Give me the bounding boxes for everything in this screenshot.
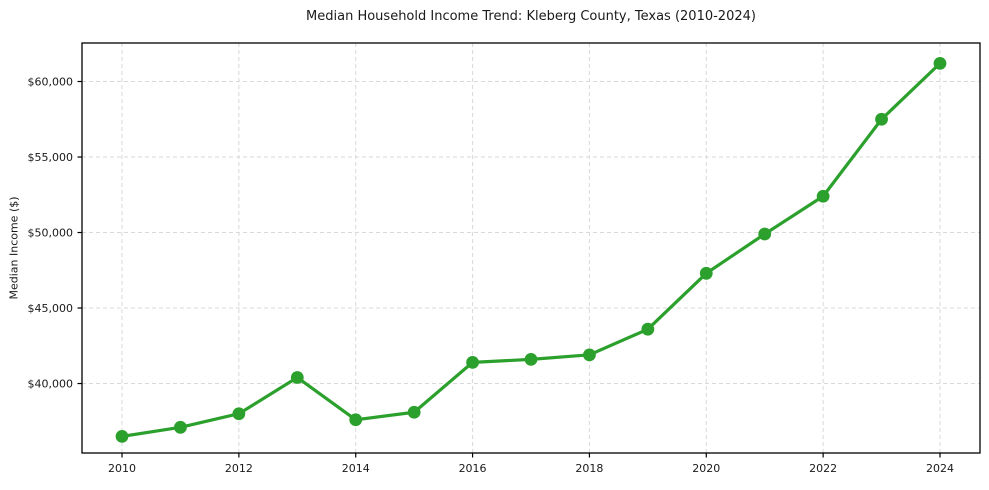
x-tick-label: 2016 <box>459 462 487 475</box>
data-point-2024 <box>933 56 947 70</box>
data-point-2019 <box>641 322 655 336</box>
series-line <box>120 61 942 438</box>
y-tick-label: $45,000 <box>28 302 74 315</box>
chart-title: Median Household Income Trend: Kleberg C… <box>306 9 756 24</box>
x-tick-label: 2018 <box>575 462 603 475</box>
x-tick-label: 2024 <box>926 462 954 475</box>
x-tick-label: 2012 <box>225 462 253 475</box>
data-point-2017 <box>524 352 538 366</box>
y-tick-label: $55,000 <box>28 151 74 164</box>
x-tick-label: 2010 <box>108 462 136 475</box>
data-point-2022 <box>816 189 830 203</box>
data-point-2010 <box>115 429 129 443</box>
x-tick-label: 2014 <box>342 462 370 475</box>
plot-frame <box>81 42 981 454</box>
data-point-2021 <box>758 227 772 241</box>
y-tick-label: $40,000 <box>28 378 74 391</box>
y-tick-label: $60,000 <box>28 76 74 89</box>
data-point-2016 <box>466 355 479 369</box>
y-tick-label: $50,000 <box>28 227 74 240</box>
data-point-2013 <box>290 371 304 384</box>
data-point-2015 <box>407 405 421 419</box>
data-point-2020 <box>699 266 713 280</box>
data-point-2023 <box>875 112 888 126</box>
data-point-2014 <box>349 413 363 427</box>
data-point-2018 <box>583 348 596 362</box>
data-point-2012 <box>232 407 246 421</box>
x-tick-label: 2022 <box>809 462 837 475</box>
data-point-2011 <box>174 420 187 434</box>
x-tick-label: 2020 <box>692 462 720 475</box>
